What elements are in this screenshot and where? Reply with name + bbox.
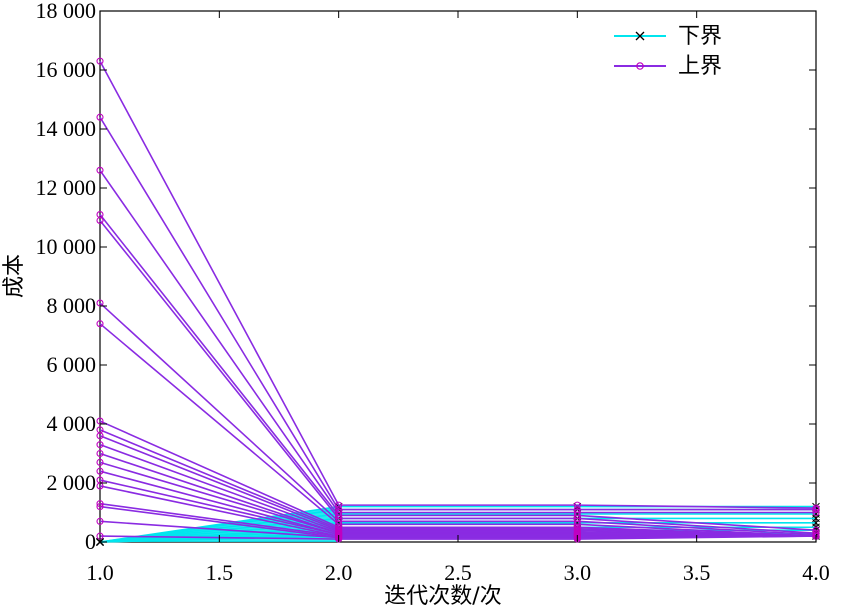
- upper-bound-point: [573, 501, 581, 509]
- upper-bound-line: [99, 169, 816, 514]
- upper-bound-line: [99, 60, 817, 509]
- legend-marker-lower-bound: [635, 31, 645, 41]
- upper-bound-point: [96, 503, 104, 511]
- upper-bound-point: [96, 166, 104, 174]
- upper-bound-point: [96, 320, 104, 328]
- upper-bound-point: [96, 449, 104, 458]
- y-tick-label: 2 000: [47, 470, 97, 495]
- upper-bound-line: [99, 302, 817, 536]
- series-group: [96, 57, 820, 546]
- legend-label-lower-bound: 下界: [678, 24, 722, 49]
- y-tick-label: 12 000: [36, 175, 97, 200]
- x-axis-title: 迭代次数/次: [384, 584, 501, 609]
- upper-bound-point: [812, 505, 820, 514]
- x-tick-label: 3.0: [564, 560, 592, 585]
- upper-bound-line: [99, 116, 816, 511]
- upper-bound-line: [99, 214, 817, 531]
- upper-bound-point: [96, 467, 104, 475]
- x-tick-label: 3.5: [683, 560, 711, 585]
- x-tick-label: 2.5: [444, 560, 472, 585]
- upper-bound-line: [99, 219, 817, 534]
- upper-bound-point: [96, 113, 104, 121]
- upper-bound-point: [335, 501, 343, 509]
- upper-bound-point: [96, 517, 104, 525]
- y-axis-title: 成本: [2, 254, 27, 298]
- y-tick-label: 16 000: [36, 57, 97, 82]
- legend: 下界 上界: [614, 24, 722, 79]
- upper-bound-point: [96, 432, 104, 440]
- y-tick-label: 8 000: [47, 293, 97, 318]
- x-tick-label: 1.0: [86, 560, 114, 585]
- upper-bound-point: [96, 57, 104, 65]
- upper-bound-point: [96, 441, 104, 449]
- upper-bound-point: [812, 508, 820, 517]
- y-tick-label: 4 000: [47, 411, 97, 436]
- y-tick-label: 10 000: [36, 234, 97, 259]
- legend-label-upper-bound: 上界: [678, 54, 722, 79]
- axis-ticks: 1.0 1.5 2.0 2.5 3.0 3.5 4.0 0 2 000 4 000 6 000 8 0…: [36, 0, 830, 585]
- upper-bound-line: [99, 323, 817, 537]
- lower-bound-line: [99, 513, 816, 543]
- y-tick-label: 0: [85, 529, 96, 554]
- upper-bound-point: [96, 458, 104, 466]
- x-tick-label: 2.0: [325, 560, 353, 585]
- y-tick-label: 18 000: [36, 0, 97, 23]
- x-tick-label: 1.5: [206, 560, 234, 585]
- upper-bound-point: [96, 216, 104, 224]
- upper-bound-point: [96, 500, 104, 508]
- x-tick-label: 4.0: [802, 560, 830, 585]
- legend-marker-upper-bound: [636, 62, 644, 70]
- plot-frame: [99, 10, 817, 543]
- plot-area: [99, 10, 817, 543]
- y-tick-label: 14 000: [36, 116, 97, 141]
- y-tick-label: 6 000: [47, 352, 97, 377]
